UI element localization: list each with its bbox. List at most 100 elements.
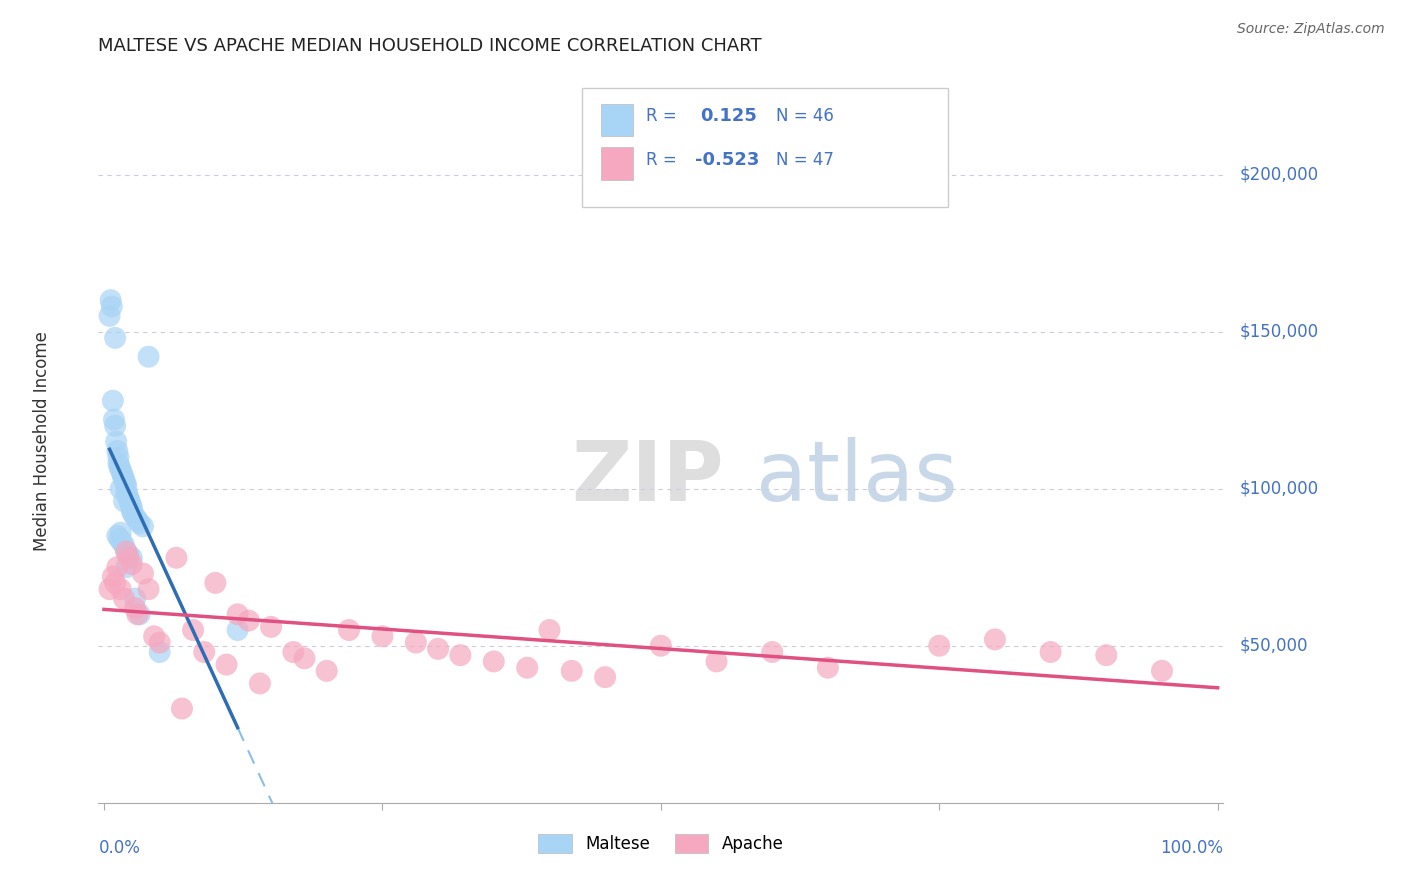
Point <box>181 623 204 637</box>
Point <box>124 510 146 524</box>
Text: $100,000: $100,000 <box>1240 480 1319 498</box>
Point <box>112 591 135 606</box>
Point <box>538 623 561 637</box>
Point <box>101 569 124 583</box>
Point <box>118 494 141 508</box>
Point <box>593 670 616 684</box>
Point <box>120 497 142 511</box>
Point <box>449 648 471 662</box>
Point <box>111 535 134 549</box>
Point <box>124 601 146 615</box>
Point <box>115 484 138 499</box>
Point <box>103 412 125 426</box>
Point <box>112 494 135 508</box>
Point <box>294 651 316 665</box>
Point <box>112 472 135 486</box>
Point <box>706 655 728 669</box>
Point <box>315 664 337 678</box>
Point <box>226 607 249 622</box>
Point <box>117 488 139 502</box>
Point <box>110 525 132 540</box>
Point <box>98 309 121 323</box>
Point <box>121 500 143 515</box>
Point <box>110 463 132 477</box>
Point <box>98 582 121 597</box>
Text: 0.125: 0.125 <box>700 107 756 126</box>
Point <box>984 632 1007 647</box>
Point <box>249 676 271 690</box>
Point <box>1095 648 1118 662</box>
Text: R =: R = <box>647 107 682 126</box>
Point <box>405 635 427 649</box>
Point <box>117 550 139 565</box>
Point <box>427 641 450 656</box>
Point <box>165 550 187 565</box>
Point <box>128 516 150 531</box>
Text: MALTESE VS APACHE MEDIAN HOUSEHOLD INCOME CORRELATION CHART: MALTESE VS APACHE MEDIAN HOUSEHOLD INCOM… <box>98 37 762 55</box>
Point <box>108 459 131 474</box>
Point <box>108 532 131 546</box>
Point <box>117 491 139 505</box>
FancyBboxPatch shape <box>582 87 948 207</box>
Point <box>650 639 672 653</box>
Point <box>128 607 150 622</box>
Text: -0.523: -0.523 <box>695 151 759 169</box>
Point <box>482 655 505 669</box>
Bar <box>602 103 633 136</box>
Point <box>104 331 127 345</box>
Text: 0.0%: 0.0% <box>98 838 141 857</box>
Point <box>115 544 138 558</box>
Point <box>238 614 260 628</box>
Point <box>115 544 138 558</box>
Point <box>115 478 138 492</box>
Text: $150,000: $150,000 <box>1240 323 1319 341</box>
Point <box>260 620 283 634</box>
Text: Median Household Income: Median Household Income <box>34 332 51 551</box>
Text: Source: ZipAtlas.com: Source: ZipAtlas.com <box>1237 22 1385 37</box>
Point <box>104 575 127 590</box>
Point <box>114 475 136 490</box>
Point <box>149 645 172 659</box>
Text: N = 46: N = 46 <box>776 107 834 126</box>
Point <box>121 550 143 565</box>
Point <box>283 645 305 659</box>
Point <box>132 566 155 581</box>
Point <box>149 635 172 649</box>
Point <box>127 513 149 527</box>
Text: $50,000: $50,000 <box>1240 637 1309 655</box>
Point <box>127 607 149 622</box>
Point <box>138 350 160 364</box>
Text: ZIP: ZIP <box>571 437 723 518</box>
Point <box>115 560 138 574</box>
Point <box>516 661 538 675</box>
Bar <box>602 147 633 179</box>
Point <box>143 629 166 643</box>
Point <box>121 503 143 517</box>
Point <box>215 657 238 672</box>
Legend: Maltese, Apache: Maltese, Apache <box>531 827 790 860</box>
Point <box>1039 645 1062 659</box>
Point <box>226 623 249 637</box>
Point <box>112 538 135 552</box>
Point <box>132 519 155 533</box>
Point <box>761 645 783 659</box>
Point <box>138 582 160 597</box>
Point <box>124 591 146 606</box>
Point <box>337 623 360 637</box>
Text: $200,000: $200,000 <box>1240 166 1319 184</box>
Point <box>110 482 132 496</box>
Point <box>105 434 128 449</box>
Point <box>193 645 215 659</box>
Point <box>111 469 134 483</box>
Point <box>111 466 134 480</box>
Point <box>107 450 129 465</box>
Point <box>561 664 583 678</box>
Point <box>100 293 122 308</box>
Point <box>101 300 124 314</box>
Point <box>105 560 128 574</box>
Point <box>110 582 132 597</box>
Point <box>117 548 139 562</box>
Point <box>121 557 143 571</box>
Point <box>105 444 128 458</box>
Text: R =: R = <box>647 151 682 169</box>
